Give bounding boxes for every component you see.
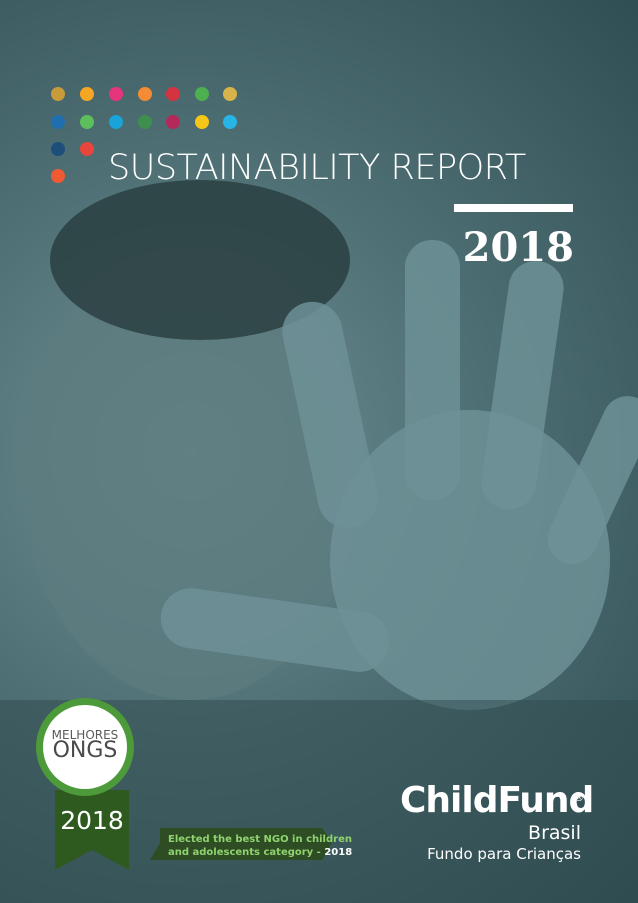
logo-tagline: Fundo para Crianças [427, 845, 581, 863]
logo-country: Brasil [528, 822, 581, 844]
ribbon-line2: and adolescents category - [168, 847, 321, 858]
badge-ribbon [55, 790, 332, 870]
ribbon-text: Elected the best NGO in children and ado… [168, 833, 352, 859]
badge-year: 2018 [60, 806, 124, 835]
title-rule [454, 204, 573, 212]
badge-inner [43, 705, 127, 789]
logo-registered: ® [574, 793, 584, 804]
badge-top: MELHORES [51, 728, 119, 742]
ribbon-year: 2018 [324, 847, 353, 858]
logo-name: ChildFund [400, 780, 594, 821]
ribbon-line1: Elected the best NGO in children [168, 834, 352, 845]
report-year: 2018 [462, 224, 574, 271]
report-title: SUSTAINABILITY REPORT [108, 148, 526, 188]
badge-main: ONGS [52, 738, 118, 763]
color-dots [51, 87, 237, 183]
